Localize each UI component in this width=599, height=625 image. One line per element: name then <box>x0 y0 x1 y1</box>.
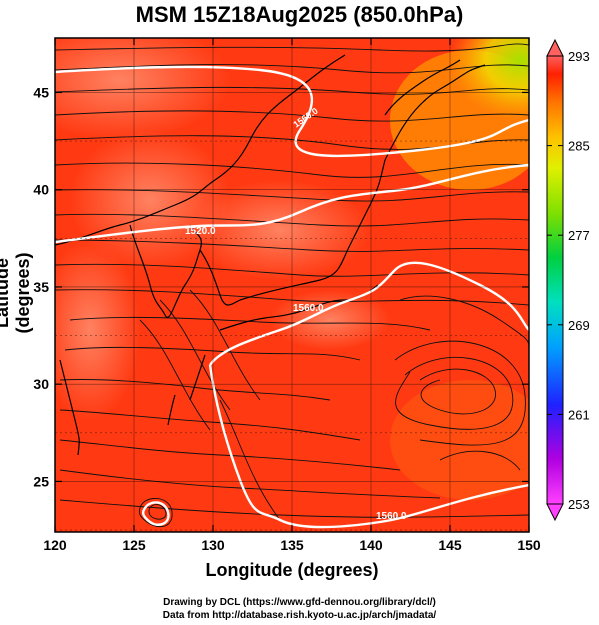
x-axis: 120 125 130 135 140 145 150 <box>43 38 541 553</box>
colorbar-tick-label: 261 <box>568 407 590 422</box>
map-title: MSM 15Z18Aug2025 (850.0hPa) <box>135 2 464 27</box>
temperature-field <box>55 38 529 532</box>
contour-label: 1520.0 <box>185 226 216 237</box>
colorbar-min-arrow <box>546 503 564 522</box>
streamlines <box>55 43 529 528</box>
colorbar: 293 285 277 269 261 253 <box>546 38 590 522</box>
x-tick-label: 140 <box>359 537 383 553</box>
x-tick-label: 150 <box>517 537 541 553</box>
x-tick-label: 120 <box>43 537 67 553</box>
x-tick-label: 130 <box>201 537 225 553</box>
contour-label: 1560.0 <box>293 303 324 314</box>
colorbar-tick-label: 293 <box>568 49 590 64</box>
contour-label: 1560.0 <box>376 511 407 522</box>
colorbar-tick-label: 253 <box>568 497 590 512</box>
colorbar-tick-label: 269 <box>568 318 590 333</box>
y-tick-label: 25 <box>33 473 49 489</box>
colorbar-tick-label: 285 <box>568 139 590 154</box>
y-tick-label: 30 <box>33 376 49 392</box>
x-tick-label: 125 <box>122 537 146 553</box>
colorbar-max-arrow <box>546 38 564 57</box>
x-tick-label: 145 <box>438 537 462 553</box>
x-tick-label: 135 <box>280 537 304 553</box>
y-axis: 25 30 35 40 45 <box>33 84 529 489</box>
y-tick-label: 40 <box>33 182 49 198</box>
y-tick-label: 45 <box>33 84 49 100</box>
credit-drawing: Drawing by DCL (https://www.gfd-dennou.o… <box>163 597 436 608</box>
x-axis-label: Longitude (degrees) <box>205 560 379 580</box>
credit-data: Data from http://database.rish.kyoto-u.a… <box>162 610 437 621</box>
colorbar-tick-label: 277 <box>568 228 590 243</box>
y-axis-label: Latitude (degrees) <box>0 252 33 334</box>
y-tick-label: 35 <box>33 279 49 295</box>
